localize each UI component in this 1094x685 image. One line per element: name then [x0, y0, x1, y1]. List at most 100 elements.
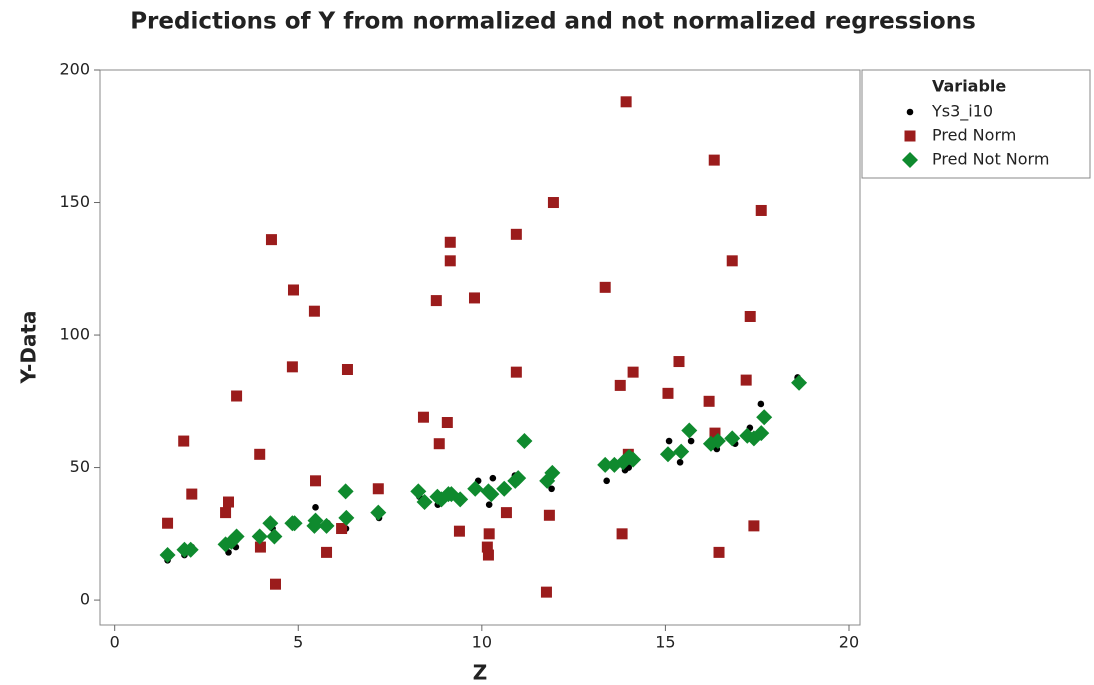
point — [286, 515, 303, 532]
point — [318, 517, 335, 534]
point — [599, 281, 611, 293]
point — [496, 480, 513, 497]
point — [266, 528, 283, 545]
point — [162, 517, 174, 529]
point — [673, 443, 690, 460]
legend-box — [861, 69, 1091, 179]
point — [516, 433, 533, 450]
point — [262, 515, 279, 532]
point — [336, 523, 348, 535]
point — [709, 433, 726, 450]
point — [430, 295, 442, 307]
legend-marker — [902, 152, 918, 168]
point — [662, 387, 674, 399]
point — [740, 374, 752, 386]
point — [603, 477, 610, 485]
point — [468, 292, 480, 304]
point — [627, 366, 639, 378]
point — [614, 379, 626, 391]
point — [489, 474, 497, 482]
point — [481, 541, 493, 553]
x-axis-label: Z — [473, 661, 488, 685]
point — [500, 507, 512, 519]
point — [308, 305, 320, 317]
x-tick-label: 5 — [293, 633, 303, 652]
point — [659, 446, 676, 463]
point — [321, 546, 333, 558]
point — [543, 509, 555, 521]
point — [755, 204, 767, 216]
point — [616, 528, 628, 540]
point — [791, 374, 808, 391]
y-tick-label: 50 — [70, 457, 90, 476]
point — [709, 427, 721, 439]
legend-label: Pred Not Norm — [932, 150, 1049, 169]
point — [748, 520, 760, 532]
point — [547, 197, 559, 209]
point — [625, 451, 642, 468]
point — [673, 356, 685, 368]
point — [287, 284, 299, 296]
point — [744, 310, 756, 322]
point — [312, 504, 319, 511]
point — [453, 525, 465, 537]
point — [540, 586, 552, 598]
legend-label: Ys3_i10 — [931, 102, 993, 122]
point — [510, 470, 527, 487]
point — [269, 578, 281, 590]
point — [483, 486, 500, 503]
point — [228, 528, 245, 545]
point — [254, 448, 266, 460]
point — [182, 541, 199, 558]
point — [687, 437, 695, 445]
point — [724, 430, 741, 447]
point — [482, 549, 494, 561]
point — [681, 422, 698, 439]
chart-title: Predictions of Y from normalized and not… — [130, 9, 976, 35]
point — [433, 438, 445, 450]
point — [410, 483, 427, 500]
point — [726, 255, 738, 267]
point — [441, 417, 453, 429]
point — [444, 236, 456, 248]
point — [417, 411, 429, 423]
point — [620, 96, 632, 108]
point — [665, 437, 673, 445]
point — [231, 390, 243, 402]
y-tick-label: 150 — [59, 192, 90, 211]
x-tick-label: 0 — [110, 633, 120, 652]
point — [708, 154, 720, 166]
point — [341, 363, 353, 375]
point — [286, 361, 298, 373]
point — [467, 480, 484, 497]
point — [444, 255, 456, 267]
point — [338, 509, 355, 526]
y-axis-label: Y-Data — [17, 311, 41, 385]
legend-label: Pred Norm — [932, 126, 1016, 145]
point — [548, 485, 555, 493]
point — [483, 528, 495, 540]
point — [178, 435, 190, 447]
point — [265, 234, 277, 246]
point — [597, 456, 614, 473]
y-tick-label: 0 — [80, 590, 90, 609]
point — [310, 475, 322, 487]
point — [756, 409, 773, 426]
point — [372, 483, 384, 495]
point — [306, 517, 323, 534]
point — [337, 483, 354, 500]
y-tick-label: 100 — [59, 325, 90, 344]
legend-marker — [904, 130, 916, 142]
point — [703, 395, 715, 407]
point — [753, 425, 770, 442]
point — [159, 547, 176, 564]
legend-title: Variable — [932, 77, 1006, 96]
point — [510, 228, 522, 240]
legend-marker — [906, 108, 914, 116]
x-tick-label: 10 — [472, 633, 492, 652]
point — [485, 501, 493, 508]
point — [220, 507, 232, 519]
point — [251, 528, 268, 545]
plot-frame — [99, 69, 861, 626]
point — [452, 491, 469, 508]
